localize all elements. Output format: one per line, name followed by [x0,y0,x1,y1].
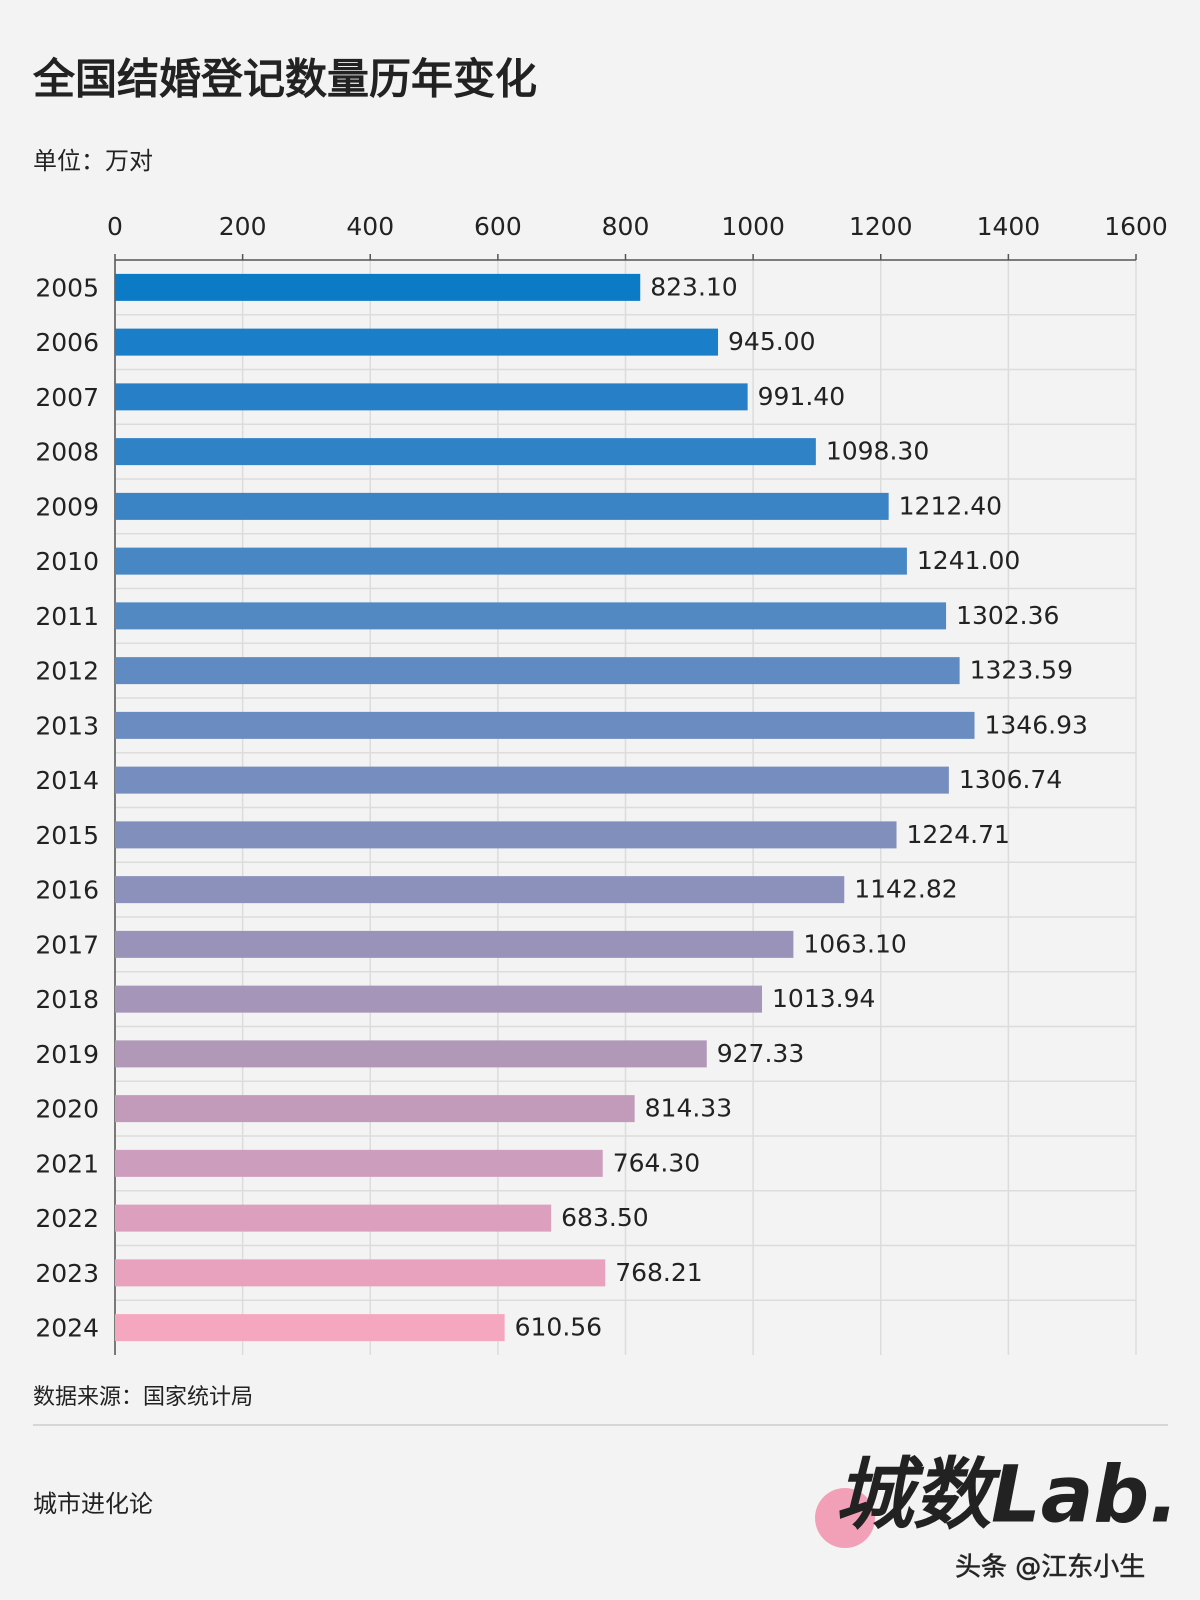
y-tick-label: 2005 [35,273,99,302]
y-tick-label: 2017 [35,930,99,959]
value-label: 1212.40 [899,491,1002,520]
y-tick-label: 2013 [35,711,99,740]
value-label: 1013.94 [772,984,875,1013]
y-tick-label: 2024 [35,1314,99,1343]
footer: 城市进化论 [33,1490,153,1518]
watermark: 头条 @江东小生 [955,1553,1145,1583]
chart-title: 全国结婚登记数量历年变化 [32,55,537,104]
bar [115,657,960,685]
y-tick-label: 2006 [35,328,99,357]
value-label: 1142.82 [854,875,957,904]
bar [115,328,719,356]
value-label: 1063.10 [803,929,906,958]
x-tick-label: 0 [107,212,123,241]
y-tick-label: 2012 [35,657,99,686]
value-label: 1306.74 [959,765,1062,794]
value-label: 1346.93 [985,710,1088,739]
bar [115,876,845,904]
logo: 城数Lab. [835,1450,1179,1540]
bar [115,1040,707,1068]
y-tick-label: 2009 [35,492,99,521]
y-tick-label: 2008 [35,438,99,467]
bar [115,985,763,1013]
bar [115,492,889,520]
y-tick-label: 2010 [35,547,99,576]
value-label: 683.50 [561,1203,648,1232]
bar [115,438,816,466]
y-tick-label: 2022 [35,1204,99,1233]
bar [115,1259,606,1287]
y-tick-label: 2015 [35,821,99,850]
x-tick-label: 1000 [721,212,785,241]
y-tick-label: 2007 [35,383,99,412]
bar [115,1149,603,1177]
value-label: 610.56 [515,1313,602,1342]
value-label: 1098.30 [826,437,929,466]
y-tick-label: 2014 [35,766,99,795]
bar [115,383,748,411]
bar [115,711,975,739]
bar [115,766,949,794]
y-tick-label: 2021 [35,1149,99,1178]
value-label: 1302.36 [956,601,1059,630]
value-label: 823.10 [650,272,737,301]
bar [115,547,907,575]
bar [115,273,641,301]
x-tick-label: 400 [346,212,394,241]
value-label: 927.33 [717,1039,804,1068]
y-tick-label: 2016 [35,876,99,905]
bar [115,1314,505,1342]
value-label: 814.33 [645,1094,732,1123]
y-tick-label: 2019 [35,1040,99,1069]
value-label: 991.40 [758,382,845,411]
value-label: 945.00 [728,327,815,356]
x-tick-label: 1400 [977,212,1041,241]
value-label: 1224.71 [907,820,1010,849]
bar [115,821,897,849]
x-tick-label: 800 [602,212,650,241]
bar [115,602,947,630]
subtitle: 单位：万对 [33,147,153,175]
bar [115,1204,552,1232]
x-tick-label: 200 [219,212,267,241]
value-label: 768.21 [615,1258,702,1287]
x-tick-label: 600 [474,212,522,241]
value-label: 1323.59 [970,656,1073,685]
y-tick-label: 2018 [35,985,99,1014]
bar [115,1095,635,1123]
value-label: 764.30 [613,1148,700,1177]
y-tick-label: 2011 [35,602,99,631]
x-tick-label: 1600 [1104,212,1168,241]
y-tick-label: 2023 [35,1259,99,1288]
y-tick-label: 2020 [35,1095,99,1124]
bar [115,930,794,958]
value-label: 1241.00 [917,546,1020,575]
logo-dot [815,1488,875,1548]
x-tick-label: 1200 [849,212,913,241]
source: 数据来源：国家统计局 [33,1385,253,1410]
